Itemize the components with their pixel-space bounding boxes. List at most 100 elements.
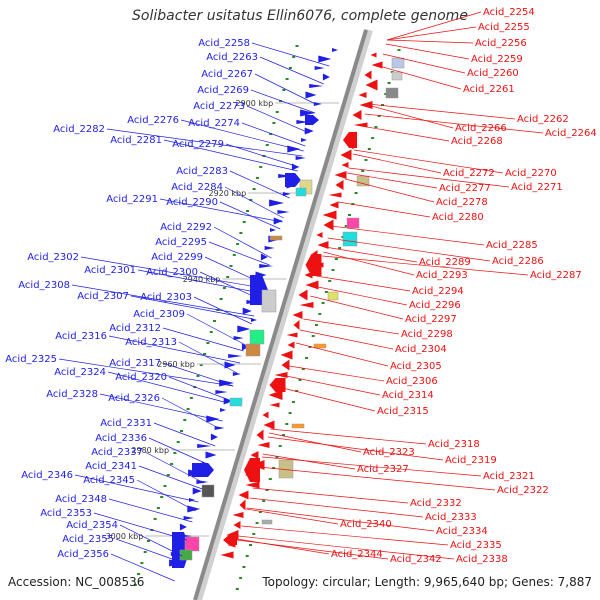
plus-strand-gene[interactable] [322, 73, 330, 81]
plus-strand-gene[interactable] [219, 379, 235, 387]
left-gene-label[interactable]: Acid_2324 [54, 367, 106, 378]
left-gene-label[interactable]: Acid_2274 [188, 118, 240, 129]
plus-strand-gene[interactable] [215, 390, 228, 394]
left-gene-label[interactable]: Acid_2302 [27, 252, 79, 263]
feature-box[interactable] [261, 289, 277, 313]
minus-strand-gene[interactable] [292, 311, 303, 319]
plus-strand-gene[interactable] [259, 264, 274, 268]
right-gene-label[interactable]: Acid_2321 [483, 471, 535, 482]
plus-strand-gene[interactable] [264, 246, 275, 250]
left-gene-label[interactable]: Acid_2282 [53, 124, 105, 135]
plus-strand-gene[interactable] [260, 253, 268, 261]
left-gene-label[interactable]: Acid_2295 [155, 237, 207, 248]
minus-strand-gene[interactable] [286, 332, 298, 338]
left-gene-label[interactable]: Acid_2303 [140, 292, 192, 303]
feature-box[interactable] [249, 329, 265, 345]
left-gene-label[interactable]: Acid_2284 [171, 182, 223, 193]
feature-box[interactable] [385, 87, 399, 99]
left-gene-label[interactable]: Acid_2316 [55, 331, 107, 342]
minus-strand-gene[interactable] [245, 481, 260, 489]
feature-box[interactable] [346, 217, 360, 229]
right-gene-label[interactable]: Acid_2255 [478, 22, 530, 33]
plus-strand-gene[interactable] [179, 523, 187, 531]
left-gene-label[interactable]: Acid_2301 [84, 265, 136, 276]
minus-strand-gene[interactable] [287, 341, 295, 349]
plus-strand-gene[interactable] [192, 463, 214, 477]
left-gene-label[interactable]: Acid_2346 [21, 470, 73, 481]
left-gene-label[interactable]: Acid_2353 [40, 508, 92, 519]
left-gene-label[interactable]: Acid_2354 [66, 520, 118, 531]
feature-box[interactable] [295, 187, 307, 197]
left-gene-label[interactable]: Acid_2356 [57, 549, 109, 560]
right-gene-label[interactable]: Acid_2293 [416, 270, 468, 281]
minus-strand-gene[interactable] [329, 201, 339, 209]
left-gene-label[interactable]: Acid_2341 [85, 461, 137, 472]
right-gene-label[interactable]: Acid_2304 [395, 344, 447, 355]
plus-strand-gene[interactable] [277, 210, 290, 214]
minus-strand-gene[interactable] [317, 241, 329, 249]
minus-strand-gene[interactable] [220, 551, 234, 559]
minus-strand-gene[interactable] [316, 232, 323, 238]
plus-strand-gene[interactable] [305, 91, 317, 99]
plus-strand-gene[interactable] [241, 343, 249, 351]
minus-strand-gene[interactable] [293, 320, 300, 330]
minus-strand-gene[interactable] [343, 132, 357, 148]
plus-strand-gene[interactable] [301, 138, 307, 142]
plus-strand-gene[interactable] [197, 444, 212, 448]
left-gene-label[interactable]: Acid_2291 [106, 194, 158, 205]
left-gene-label[interactable]: Acid_2326 [108, 393, 160, 404]
minus-strand-gene[interactable] [274, 372, 288, 378]
right-gene-label[interactable]: Acid_2335 [450, 540, 502, 551]
feature-box[interactable] [327, 291, 339, 301]
minus-strand-gene[interactable] [223, 535, 237, 545]
right-gene-label[interactable]: Acid_2272 [443, 168, 495, 179]
right-gene-label[interactable]: Acid_2298 [401, 329, 453, 340]
minus-strand-gene[interactable] [233, 521, 241, 529]
minus-strand-gene[interactable] [239, 499, 246, 511]
left-gene-label[interactable]: Acid_2290 [166, 197, 218, 208]
left-gene-label[interactable]: Acid_2307 [77, 291, 129, 302]
feature-box[interactable] [291, 423, 305, 429]
right-gene-label[interactable]: Acid_2264 [545, 128, 597, 139]
right-gene-label[interactable]: Acid_2287 [530, 270, 582, 281]
right-gene-label[interactable]: Acid_2319 [445, 455, 497, 466]
plus-strand-gene[interactable] [332, 48, 338, 52]
plus-strand-gene[interactable] [304, 127, 314, 135]
plus-strand-gene[interactable] [309, 84, 324, 88]
feature-box[interactable] [313, 343, 327, 349]
right-gene-label[interactable]: Acid_2256 [475, 38, 527, 49]
plus-strand-gene[interactable] [318, 55, 332, 63]
minus-strand-gene[interactable] [280, 350, 293, 360]
right-gene-label[interactable]: Acid_2318 [428, 439, 480, 450]
left-gene-label[interactable]: Acid_2283 [176, 166, 228, 177]
feature-box[interactable] [229, 397, 243, 407]
left-gene-label[interactable]: Acid_2281 [110, 135, 162, 146]
minus-strand-gene[interactable] [268, 390, 283, 400]
right-gene-label[interactable]: Acid_2271 [511, 182, 563, 193]
right-gene-label[interactable]: Acid_2340 [340, 519, 392, 530]
right-gene-label[interactable]: Acid_2286 [492, 256, 544, 267]
left-gene-label[interactable]: Acid_2336 [95, 433, 147, 444]
plus-strand-gene[interactable] [205, 451, 217, 459]
right-gene-label[interactable]: Acid_2254 [483, 7, 535, 18]
right-gene-label[interactable]: Acid_2305 [390, 361, 442, 372]
minus-strand-gene[interactable] [328, 192, 342, 198]
minus-strand-gene[interactable] [341, 162, 349, 168]
right-gene-label[interactable]: Acid_2268 [451, 136, 503, 147]
right-gene-label[interactable]: Acid_2327 [357, 464, 409, 475]
plus-strand-gene[interactable] [224, 361, 236, 369]
plus-strand-gene[interactable] [187, 505, 201, 513]
plus-strand-gene[interactable] [233, 336, 244, 340]
right-gene-label[interactable]: Acid_2344 [331, 549, 383, 560]
left-gene-label[interactable]: Acid_2331 [100, 418, 152, 429]
right-gene-label[interactable]: Acid_2296 [409, 300, 461, 311]
right-gene-label[interactable]: Acid_2266 [455, 123, 507, 134]
left-gene-label[interactable]: Acid_2269 [197, 85, 249, 96]
left-gene-label[interactable]: Acid_2258 [198, 38, 250, 49]
minus-strand-gene[interactable] [352, 110, 362, 120]
right-gene-label[interactable]: Acid_2322 [497, 485, 549, 496]
minus-strand-gene[interactable] [281, 359, 290, 371]
right-gene-label[interactable]: Acid_2259 [471, 54, 523, 65]
minus-strand-gene[interactable] [359, 101, 373, 109]
right-gene-label[interactable]: Acid_2315 [377, 406, 429, 417]
